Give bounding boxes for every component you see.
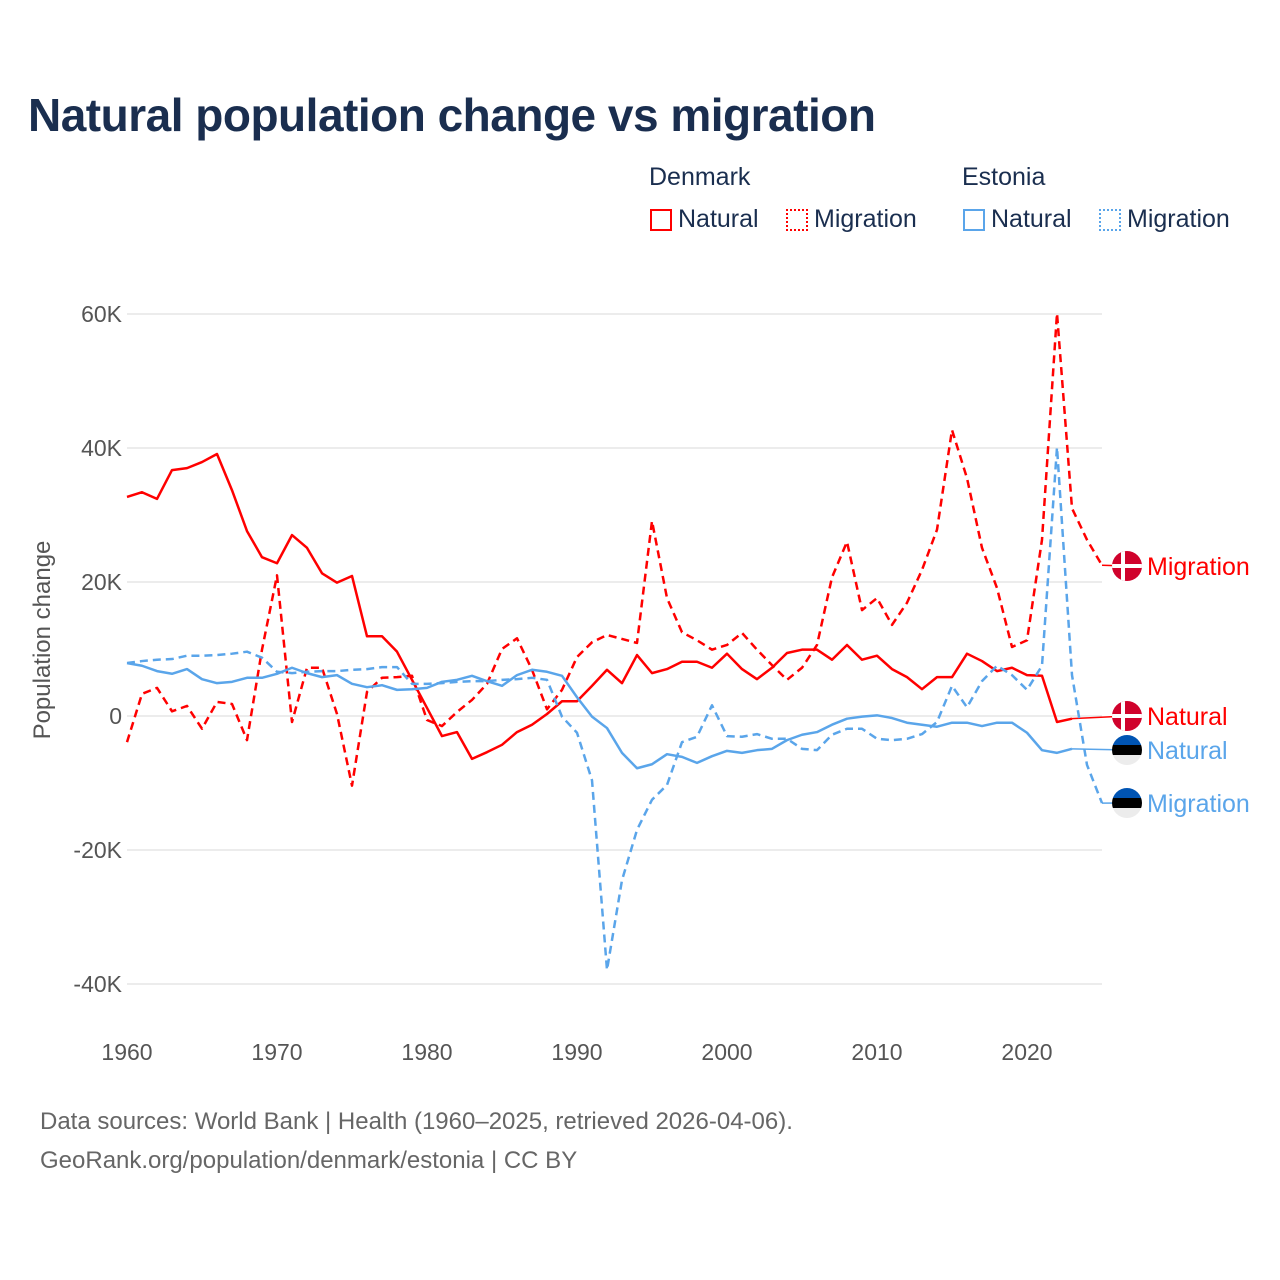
- estonia-flag-icon: [1112, 735, 1142, 765]
- legend-estonia-migration[interactable]: Migration: [1099, 205, 1230, 234]
- legend-denmark-natural[interactable]: Natural: [650, 205, 759, 234]
- series-end-label: Natural: [1147, 703, 1228, 731]
- series-line-denmark-migration[interactable]: [125, 312, 1104, 787]
- legend-denmark-migration[interactable]: Migration: [786, 205, 917, 234]
- series-end-label: Migration: [1147, 790, 1250, 818]
- series-line-estonia-natural[interactable]: [126, 661, 1073, 770]
- x-tick-label: 1990: [551, 1039, 602, 1065]
- x-tick-label: 2020: [1001, 1039, 1052, 1065]
- footer-sources: Data sources: World Bank | Health (1960–…: [40, 1108, 793, 1135]
- chart-title: Natural population change vs migration: [28, 89, 876, 141]
- x-tick-label: 1970: [251, 1039, 302, 1065]
- series-line-denmark-natural[interactable]: [126, 452, 1073, 761]
- y-tick-label: 60K: [81, 301, 123, 327]
- x-tick-label: 2000: [701, 1039, 752, 1065]
- y-tick-label: 20K: [81, 569, 123, 595]
- y-tick-label: -40K: [73, 971, 122, 997]
- x-tick-label: 2010: [851, 1039, 902, 1065]
- series-end-label: Natural: [1147, 737, 1228, 765]
- legend-label: Natural: [991, 205, 1072, 233]
- x-tick-label: 1980: [401, 1039, 452, 1065]
- legend-label: Migration: [814, 205, 917, 233]
- legend-group-denmark: Denmark: [649, 163, 751, 191]
- y-axis-title: Population change: [29, 541, 56, 740]
- series-end-label: Migration: [1147, 553, 1250, 581]
- denmark-flag-icon: [1112, 701, 1142, 731]
- footer-link[interactable]: GeoRank.org/population/denmark/estonia |…: [40, 1147, 578, 1174]
- dotted-swatch-icon: [1099, 208, 1121, 231]
- legend-label: Natural: [678, 205, 759, 233]
- estonia-flag-icon: [1112, 788, 1142, 818]
- solid-swatch-icon: [963, 208, 985, 231]
- y-tick-label: -20K: [73, 837, 122, 863]
- y-tick-label: 40K: [81, 435, 123, 461]
- legend-group-estonia: Estonia: [962, 163, 1046, 191]
- x-tick-label: 1960: [101, 1039, 152, 1065]
- solid-swatch-icon: [650, 208, 672, 231]
- y-tick-label: 0: [109, 703, 122, 729]
- legend-label: Migration: [1127, 205, 1230, 233]
- dotted-swatch-icon: [786, 208, 808, 231]
- denmark-flag-icon: [1112, 551, 1142, 581]
- series-line-estonia-migration[interactable]: [126, 446, 1104, 972]
- legend-estonia-natural[interactable]: Natural: [963, 205, 1072, 234]
